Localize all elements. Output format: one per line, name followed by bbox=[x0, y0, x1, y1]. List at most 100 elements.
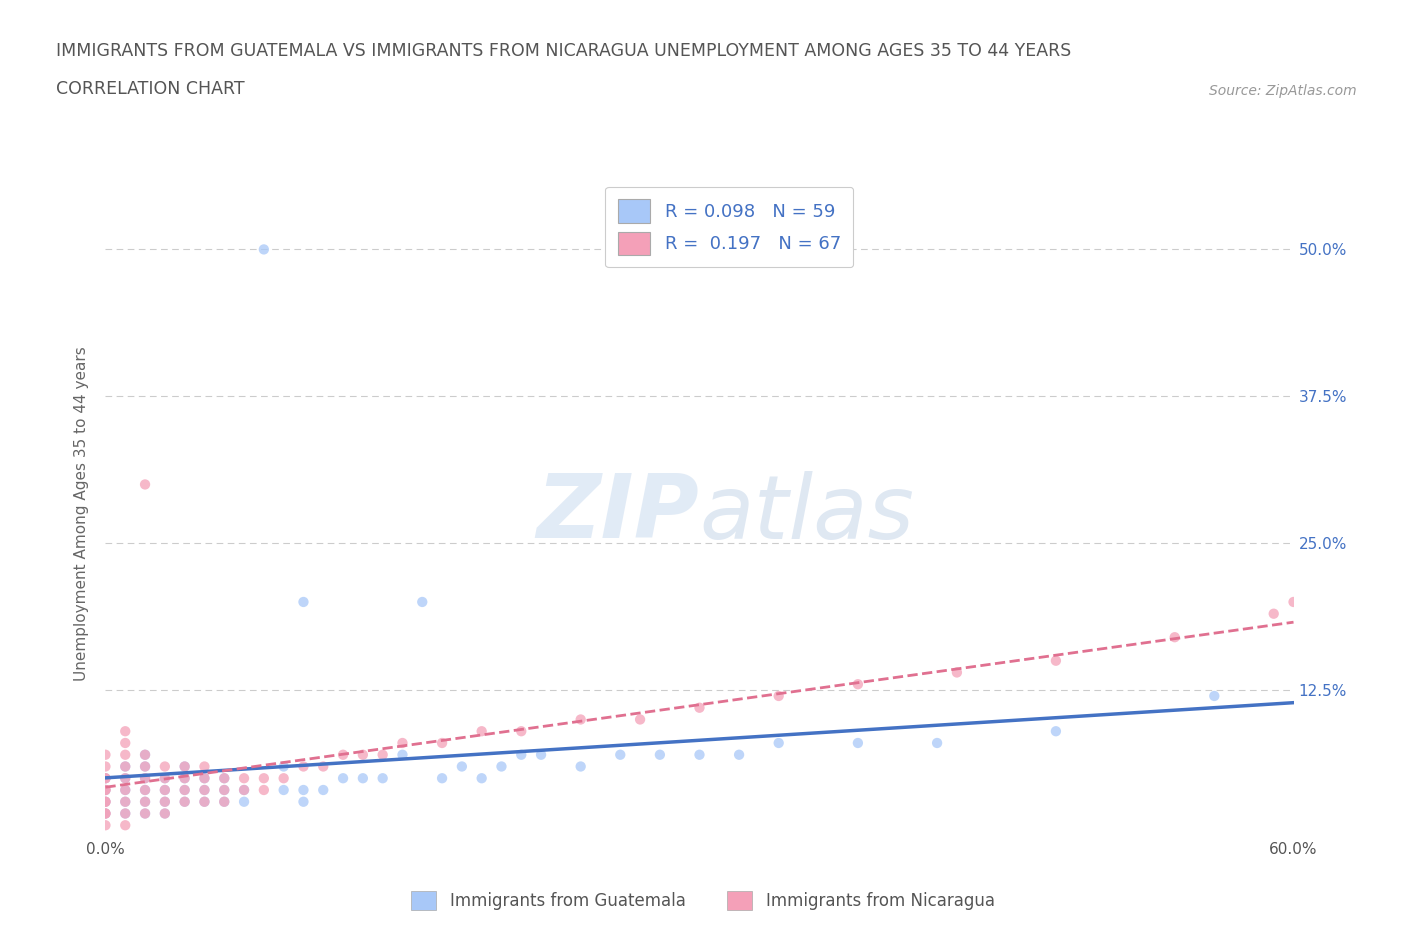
Point bbox=[153, 794, 176, 809]
Text: Source: ZipAtlas.com: Source: ZipAtlas.com bbox=[1209, 84, 1357, 98]
Point bbox=[391, 736, 413, 751]
Point bbox=[94, 759, 117, 774]
Point bbox=[569, 712, 592, 727]
Point bbox=[292, 759, 315, 774]
Point bbox=[134, 794, 156, 809]
Point bbox=[332, 771, 354, 786]
Point bbox=[312, 782, 335, 797]
Text: CORRELATION CHART: CORRELATION CHART bbox=[56, 80, 245, 98]
Point bbox=[114, 759, 136, 774]
Point bbox=[253, 782, 276, 797]
Point bbox=[94, 782, 117, 797]
Point bbox=[193, 794, 215, 809]
Point bbox=[273, 759, 295, 774]
Point bbox=[134, 759, 156, 774]
Point bbox=[371, 748, 394, 763]
Point bbox=[768, 688, 790, 703]
Point bbox=[925, 736, 948, 751]
Point bbox=[273, 771, 295, 786]
Y-axis label: Unemployment Among Ages 35 to 44 years: Unemployment Among Ages 35 to 44 years bbox=[75, 347, 90, 681]
Point bbox=[94, 817, 117, 832]
Point bbox=[193, 794, 215, 809]
Point bbox=[114, 806, 136, 821]
Point bbox=[430, 771, 453, 786]
Text: atlas: atlas bbox=[700, 471, 914, 557]
Point bbox=[114, 748, 136, 763]
Point bbox=[233, 794, 256, 809]
Point bbox=[292, 782, 315, 797]
Point bbox=[1263, 606, 1285, 621]
Point bbox=[153, 771, 176, 786]
Point bbox=[134, 782, 156, 797]
Text: IMMIGRANTS FROM GUATEMALA VS IMMIGRANTS FROM NICARAGUA UNEMPLOYMENT AMONG AGES 3: IMMIGRANTS FROM GUATEMALA VS IMMIGRANTS … bbox=[56, 43, 1071, 60]
Point bbox=[214, 771, 236, 786]
Point bbox=[94, 748, 117, 763]
Point bbox=[94, 806, 117, 821]
Point bbox=[153, 806, 176, 821]
Point bbox=[114, 794, 136, 809]
Point bbox=[173, 794, 195, 809]
Point bbox=[491, 759, 513, 774]
Point bbox=[846, 677, 869, 692]
Point bbox=[114, 794, 136, 809]
Point bbox=[530, 748, 553, 763]
Point bbox=[114, 759, 136, 774]
Point bbox=[173, 759, 195, 774]
Point bbox=[94, 794, 117, 809]
Point bbox=[233, 782, 256, 797]
Point bbox=[193, 782, 215, 797]
Point bbox=[94, 794, 117, 809]
Point bbox=[193, 771, 215, 786]
Point bbox=[214, 794, 236, 809]
Point bbox=[214, 771, 236, 786]
Point bbox=[689, 700, 711, 715]
Point bbox=[1045, 653, 1067, 668]
Point bbox=[1045, 724, 1067, 738]
Point bbox=[153, 794, 176, 809]
Point bbox=[94, 771, 117, 786]
Point bbox=[134, 782, 156, 797]
Point bbox=[510, 724, 533, 738]
Point bbox=[134, 748, 156, 763]
Point bbox=[352, 771, 374, 786]
Point bbox=[312, 759, 335, 774]
Point bbox=[292, 794, 315, 809]
Point bbox=[153, 771, 176, 786]
Point bbox=[173, 771, 195, 786]
Point bbox=[233, 782, 256, 797]
Point bbox=[94, 806, 117, 821]
Point bbox=[391, 748, 413, 763]
Point bbox=[569, 759, 592, 774]
Point bbox=[292, 594, 315, 609]
Point bbox=[94, 782, 117, 797]
Point bbox=[1282, 594, 1305, 609]
Point bbox=[94, 771, 117, 786]
Point bbox=[728, 748, 751, 763]
Point bbox=[430, 736, 453, 751]
Point bbox=[114, 771, 136, 786]
Point bbox=[450, 759, 472, 774]
Point bbox=[214, 782, 236, 797]
Point bbox=[94, 806, 117, 821]
Point bbox=[94, 794, 117, 809]
Point bbox=[114, 724, 136, 738]
Point bbox=[114, 736, 136, 751]
Point bbox=[134, 477, 156, 492]
Legend: R = 0.098   N = 59, R =  0.197   N = 67: R = 0.098 N = 59, R = 0.197 N = 67 bbox=[605, 187, 853, 268]
Point bbox=[114, 806, 136, 821]
Point bbox=[253, 771, 276, 786]
Point bbox=[153, 806, 176, 821]
Point bbox=[134, 794, 156, 809]
Point bbox=[173, 794, 195, 809]
Point bbox=[114, 771, 136, 786]
Point bbox=[1204, 688, 1226, 703]
Point bbox=[371, 771, 394, 786]
Point bbox=[273, 782, 295, 797]
Point bbox=[609, 748, 631, 763]
Point bbox=[173, 782, 195, 797]
Point bbox=[114, 817, 136, 832]
Point bbox=[193, 782, 215, 797]
Text: ZIP: ZIP bbox=[537, 471, 700, 557]
Point bbox=[134, 759, 156, 774]
Point bbox=[846, 736, 869, 751]
